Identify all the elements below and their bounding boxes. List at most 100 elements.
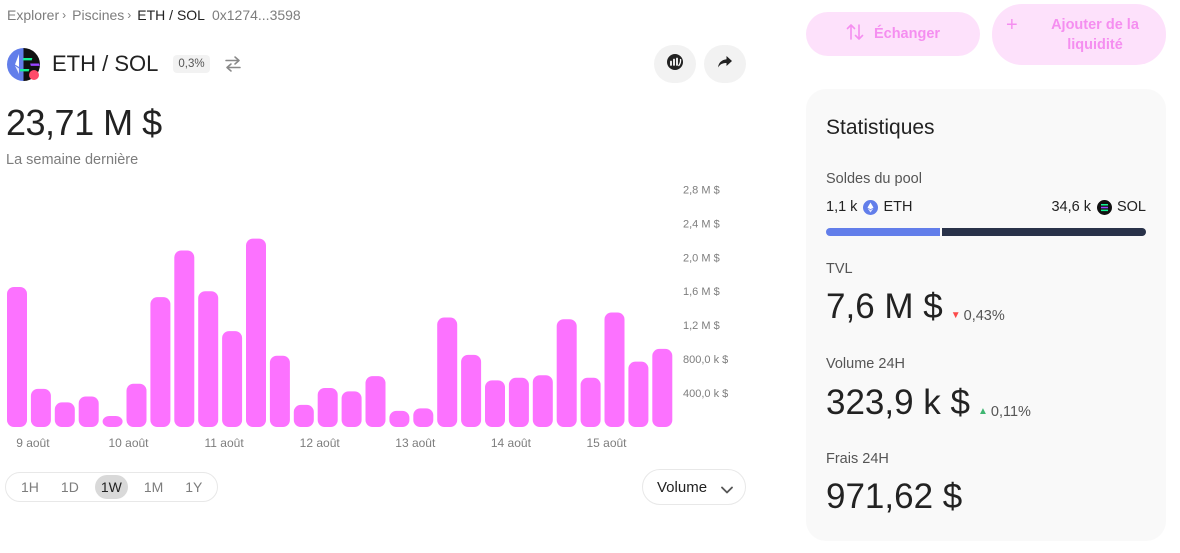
fees-24h-row: 971,62 $ [826,477,962,517]
sol-symbol: SOL [1116,199,1146,215]
swap-button-label: Échanger [873,26,941,42]
volume-bar[interactable] [7,286,27,427]
breadcrumb-current-pair: ETH / SOL [137,7,205,23]
volume-bar[interactable] [317,387,338,427]
volume-bar[interactable] [461,354,482,427]
volume-bar[interactable] [78,396,99,427]
pool-balances-row: 1,1 k ETH 34,6 k SOL [826,199,1146,215]
swap-arrows-icon [846,24,864,44]
pair-title: ETH / SOL [52,51,159,76]
volume-bar[interactable] [222,331,243,427]
volume-bar[interactable] [365,376,386,427]
breadcrumb-pools[interactable]: Piscines [72,7,125,23]
tvl-value-row: 7,6 M $ ▼ 0,43% [826,287,1005,327]
y-axis-tick-label: 400,0 k $ [683,388,728,400]
volume-24h-row: 323,9 k $ ▲ 0,11% [826,383,1031,423]
volume-bar[interactable] [437,317,458,427]
swap-button[interactable]: Échanger [806,12,980,56]
range-option-1y[interactable]: 1Y [185,479,203,495]
x-axis-tick-label: 13 août [395,436,436,450]
time-range-selector: 1H 1D 1W 1M 1Y [5,472,219,502]
share-button[interactable] [704,45,746,83]
x-axis-tick-label: 14 août [491,436,532,450]
period-label: La semaine dernière [6,152,139,168]
eth-share-bar [826,228,941,236]
volume-bar[interactable] [54,402,75,427]
fee-tier-badge: 0,3% [173,55,210,73]
breadcrumb-explorer[interactable]: Explorer [7,7,60,23]
pair-header: ETH / SOL 0,3% [7,47,244,81]
tvl-label: TVL [826,261,853,277]
x-axis-tick-label: 12 août [300,436,341,450]
plus-icon: + [1006,14,1018,36]
volume-bar[interactable] [102,415,123,427]
eth-balance: 1,1 k [826,199,858,215]
y-axis-tick-label: 1,2 M $ [683,320,720,332]
x-axis-tick-label: 9 août [16,436,50,450]
volume-bar[interactable] [293,404,314,427]
volume-bar[interactable] [652,348,673,427]
pool-address-link[interactable]: 0x1274...3598 [211,7,301,23]
volume-24h-value: 323,9 k $ [826,383,970,422]
tvl-value: 7,6 M $ [826,287,943,326]
volume-bar[interactable] [580,377,601,427]
y-axis-tick-label: 2,0 M $ [683,252,720,264]
y-axis-tick-label: 2,4 M $ [683,218,720,230]
volume-bar[interactable] [556,319,577,427]
chart-metric-dropdown[interactable]: Volume [642,469,746,505]
volume-bar[interactable] [604,312,625,427]
down-triangle-icon: ▼ [950,310,961,321]
range-option-1h[interactable]: 1H [21,479,39,495]
chart-metric-value: Volume [657,478,708,496]
volume-bar[interactable] [389,410,410,427]
volume-bar[interactable] [508,377,529,427]
volume-bar[interactable] [126,383,147,427]
x-axis-tick-label: 10 août [108,436,149,450]
breadcrumb-separator: › [127,8,132,22]
volume-bar[interactable] [413,408,434,427]
pool-balance-bar [826,228,1146,236]
volume-24h-change: ▲ 0,11% [978,404,1031,420]
volume-bar[interactable] [485,380,505,427]
pair-logo-icon [7,47,40,81]
volume-bar[interactable] [150,297,171,427]
stats-card: Statistiques Soldes du pool 1,1 k ETH 34… [806,89,1166,541]
volume-bar[interactable] [269,355,290,427]
tvl-change-value: 0,43% [963,307,1005,324]
add-liquidity-button[interactable]: + Ajouter de la liquidité [992,4,1166,65]
y-axis-tick-label: 2,8 M $ [683,184,720,196]
sol-share-bar [942,228,1146,236]
up-triangle-icon: ▲ [978,406,988,417]
volume-24h-label: Volume 24H [826,356,905,372]
x-axis-tick-label: 15 août [586,436,627,450]
pool-balances-label: Soldes du pool [826,171,922,187]
volume-24h-change-value: 0,11% [990,403,1031,420]
volume-bar[interactable] [532,375,553,427]
eth-token-icon [863,199,879,215]
volume-bar[interactable] [174,250,195,427]
volume-bar[interactable] [198,291,219,427]
chevron-down-icon [721,481,733,498]
fees-24h-label: Frais 24H [826,451,889,467]
y-axis-tick-label: 1,6 M $ [683,286,720,298]
breadcrumb-separator: › [62,8,67,22]
volume-bar[interactable] [341,391,362,427]
y-axis-tick-label: 800,0 k $ [683,354,728,366]
fees-24h-value: 971,62 $ [826,477,963,516]
switch-pair-icon[interactable] [222,53,244,75]
volume-bar[interactable] [246,238,266,427]
tvl-change: ▼ 0,43% [951,308,1005,324]
volume-bar[interactable] [30,388,51,427]
explorer-link-button[interactable] [654,45,696,83]
add-liquidity-label: Ajouter de la liquidité [1051,17,1139,53]
breadcrumb: Explorer › Piscines › ETH / SOL 0x1274..… [7,7,301,23]
range-option-1w[interactable]: 1W [94,475,128,499]
range-option-1d[interactable]: 1D [60,479,79,495]
volume-bar-chart: 400,0 k $ 800,0 k $ 1,2 M $ 1,6 M $ 2,0 M $ 2… [7,184,728,450]
range-option-1m[interactable]: 1M [143,479,164,495]
sol-balance: 34,6 k [1051,199,1091,215]
volume-total-value: 23,71 M $ [6,102,162,143]
etherscan-icon [666,53,684,76]
volume-bar[interactable] [628,361,649,427]
eth-symbol: ETH [883,199,913,215]
